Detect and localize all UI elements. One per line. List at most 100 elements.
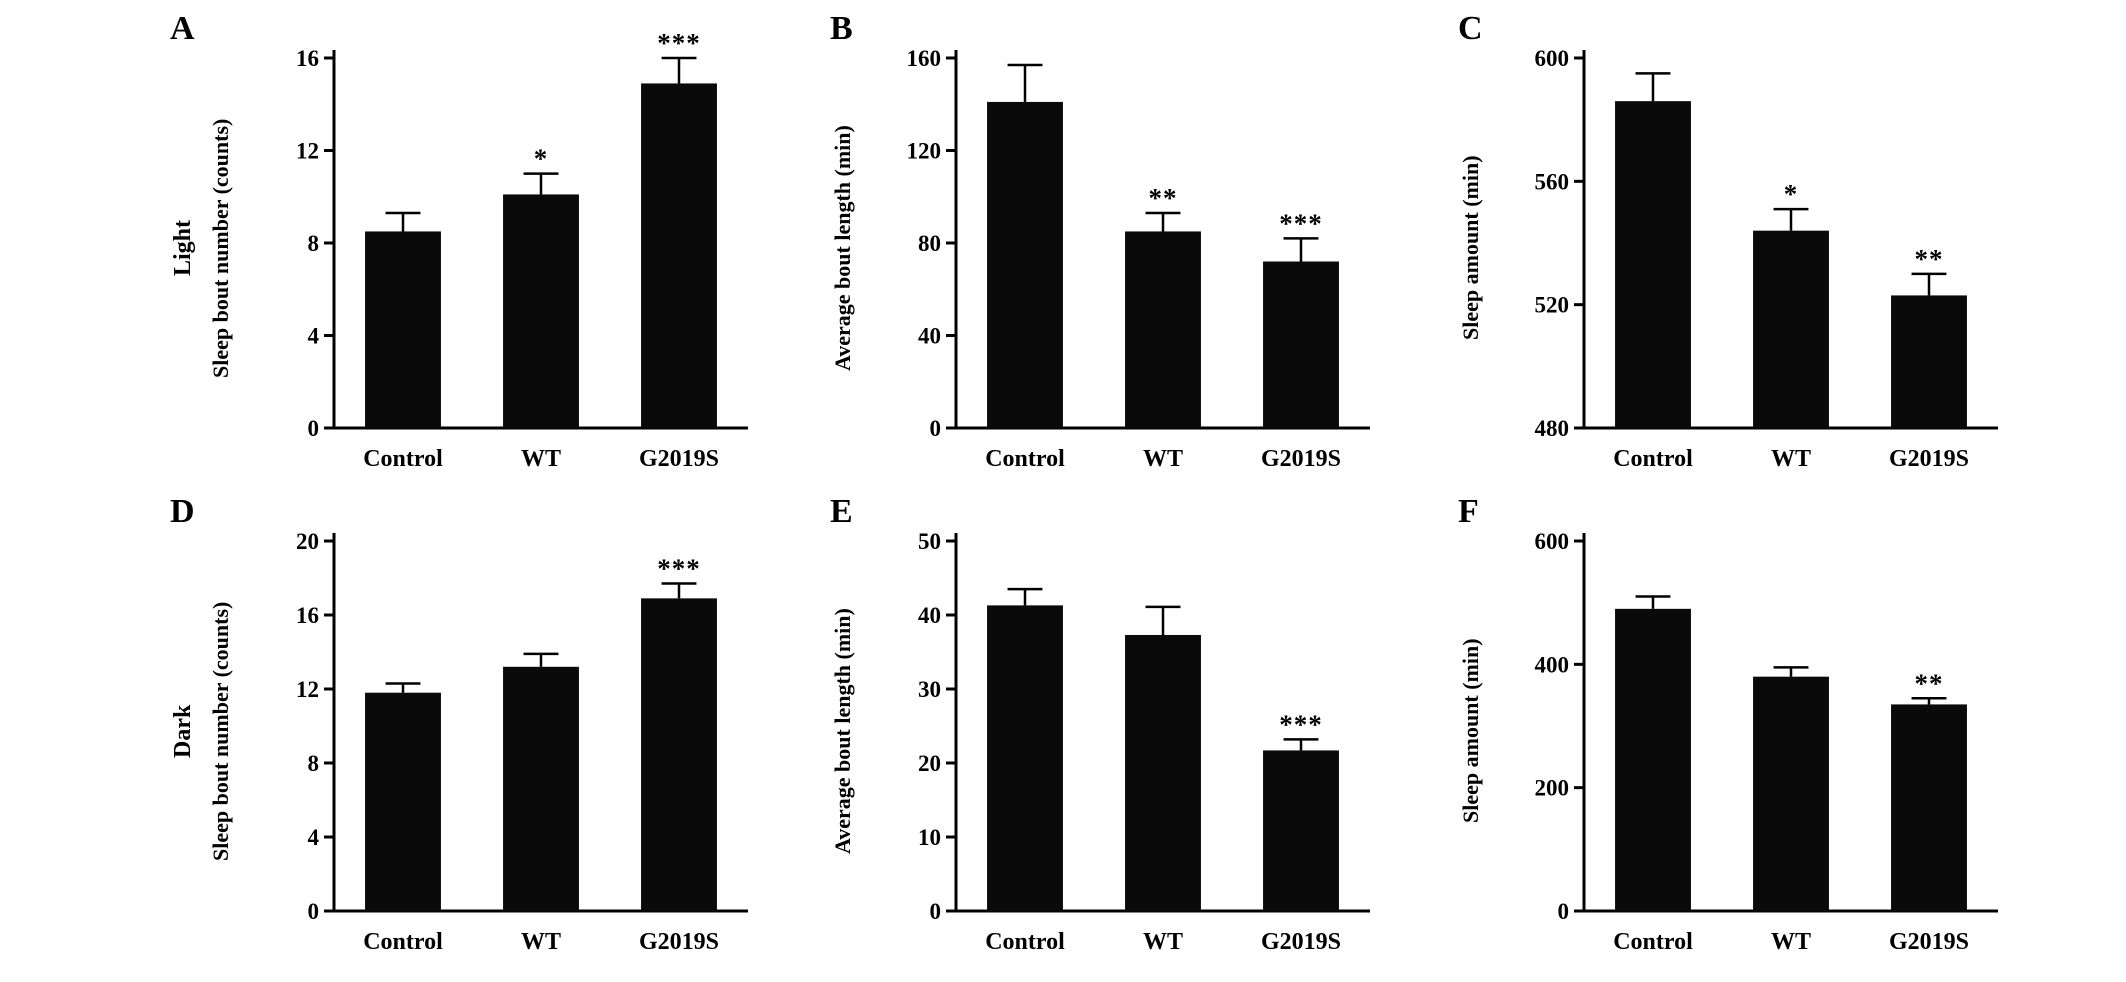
chart-area-D: 0 4 8 12 16 20 Control WT *** G2019S <box>254 507 764 968</box>
y-axis-label-F: Sleep amount (min) <box>1458 638 1483 824</box>
chart-area-B: 0 40 80 120 160 Control ** WT *** G2019S <box>876 24 1386 485</box>
bar-chart-A: 0 4 8 12 16 Control * WT *** G2019S <box>296 28 748 472</box>
y-tick-label: 4 <box>308 825 320 850</box>
significance-marker: * <box>1784 179 1799 209</box>
y-tick-label: 200 <box>1535 776 1570 801</box>
bar-g2019s <box>1263 261 1339 428</box>
category-label: WT <box>1771 929 1811 955</box>
y-tick-label: 16 <box>296 46 319 71</box>
y-tick-label: 600 <box>1535 46 1570 71</box>
y-tick-label: 560 <box>1535 169 1570 194</box>
y-tick-label: 0 <box>930 416 942 441</box>
y-tick-label: 30 <box>918 677 941 702</box>
y-tick-label: 160 <box>907 46 942 71</box>
panel-D: D Dark Sleep bout number (counts) 0 4 8 12 1… <box>170 491 830 974</box>
y-tick-label: 0 <box>930 899 942 924</box>
bar-g2019s <box>1891 704 1967 911</box>
bar-chart-C: 480 520 560 600 Control * WT ** G2019S <box>1535 46 1998 472</box>
y-tick-label: 50 <box>918 529 941 554</box>
y-tick-label: 40 <box>918 324 941 349</box>
panel-letter-C: C <box>1458 10 1483 47</box>
category-label: G2019S <box>639 929 719 955</box>
bar-g2019s <box>641 83 717 428</box>
category-label: WT <box>1143 446 1183 472</box>
category-label: Control <box>1613 446 1693 472</box>
y-axis-label-D: Sleep bout number (counts) <box>208 601 233 861</box>
panel-grid: A Light Sleep bout number (counts) 0 4 8 12… <box>170 8 2086 974</box>
significance-marker: *** <box>657 28 701 58</box>
bar-control <box>1615 608 1691 911</box>
bar-g2019s <box>1263 750 1339 911</box>
bar-wt <box>1753 676 1829 911</box>
y-axis-label-E: Average bout length (min) <box>830 608 855 854</box>
y-tick-label: 480 <box>1535 416 1570 441</box>
y-tick-label: 120 <box>907 139 942 164</box>
category-label: G2019S <box>1889 929 1969 955</box>
significance-marker: *** <box>1279 709 1323 739</box>
bar-wt <box>1753 230 1829 428</box>
row-label-light: Light <box>170 220 196 277</box>
panel-B: B Average bout length (min) 0 40 80 120 160 C… <box>830 8 1458 491</box>
chart-area-C: 480 520 560 600 Control * WT ** G2019S <box>1504 24 2014 485</box>
category-label: Control <box>985 929 1065 955</box>
y-axis-label-C: Sleep amount (min) <box>1458 155 1483 341</box>
panel-letter-F: F <box>1458 493 1479 530</box>
category-label: G2019S <box>639 446 719 472</box>
significance-marker: ** <box>1915 244 1944 274</box>
category-label: G2019S <box>1889 446 1969 472</box>
y-axis-label-A: Sleep bout number (counts) <box>208 118 233 378</box>
chart-area-A: 0 4 8 12 16 Control * WT *** G2019S <box>254 24 764 485</box>
bar-wt <box>1125 231 1201 428</box>
y-tick-label: 0 <box>308 416 320 441</box>
bar-control <box>365 231 441 428</box>
y-tick-label: 40 <box>918 603 941 628</box>
category-label: Control <box>363 446 443 472</box>
y-tick-label: 10 <box>918 825 941 850</box>
chart-area-F: 0 200 400 600 Control WT ** G2019S <box>1504 507 2014 968</box>
bar-chart-E: 0 10 20 30 40 50 Control WT *** G2019S <box>918 529 1370 955</box>
significance-marker: * <box>534 144 549 174</box>
panel-letter-B: B <box>830 10 853 47</box>
y-tick-label: 20 <box>918 751 941 776</box>
y-tick-label: 520 <box>1535 293 1570 318</box>
significance-marker: *** <box>1279 208 1323 238</box>
panel-F: F Sleep amount (min) 0 200 400 600 Control WT… <box>1458 491 2086 974</box>
bar-wt <box>1125 634 1201 911</box>
row-label-dark: Dark <box>170 704 196 758</box>
panel-letter-A: A <box>170 10 195 47</box>
bar-chart-B: 0 40 80 120 160 Control ** WT *** G2019S <box>907 46 1370 472</box>
category-label: Control <box>363 929 443 955</box>
category-label: WT <box>521 446 561 472</box>
bar-wt <box>503 666 579 911</box>
y-tick-label: 8 <box>308 231 320 256</box>
y-tick-label: 0 <box>1558 899 1570 924</box>
panel-letter-E: E <box>830 493 853 530</box>
y-tick-label: 8 <box>308 751 320 776</box>
significance-marker: ** <box>1149 183 1178 213</box>
panel-C: C Sleep amount (min) 480 520 560 600 Control… <box>1458 8 2086 491</box>
bar-control <box>987 605 1063 911</box>
category-label: WT <box>1771 446 1811 472</box>
category-label: G2019S <box>1261 929 1341 955</box>
category-label: WT <box>521 929 561 955</box>
y-tick-label: 16 <box>296 603 319 628</box>
bar-g2019s <box>641 598 717 911</box>
panel-A: A Light Sleep bout number (counts) 0 4 8 12… <box>170 8 830 491</box>
chart-area-E: 0 10 20 30 40 50 Control WT *** G2019S <box>876 507 1386 968</box>
bar-wt <box>503 194 579 428</box>
panel-letter-D: D <box>170 493 195 530</box>
y-tick-label: 20 <box>296 529 319 554</box>
category-label: Control <box>985 446 1065 472</box>
significance-marker: *** <box>657 554 701 584</box>
bar-chart-F: 0 200 400 600 Control WT ** G2019S <box>1535 529 1998 955</box>
y-tick-label: 12 <box>296 139 319 164</box>
category-label: Control <box>1613 929 1693 955</box>
category-label: G2019S <box>1261 446 1341 472</box>
significance-marker: ** <box>1915 668 1944 698</box>
y-axis-label-B: Average bout length (min) <box>830 125 855 371</box>
bar-g2019s <box>1891 295 1967 428</box>
bar-control <box>365 692 441 911</box>
bar-control <box>1615 101 1691 429</box>
y-tick-label: 0 <box>308 899 320 924</box>
